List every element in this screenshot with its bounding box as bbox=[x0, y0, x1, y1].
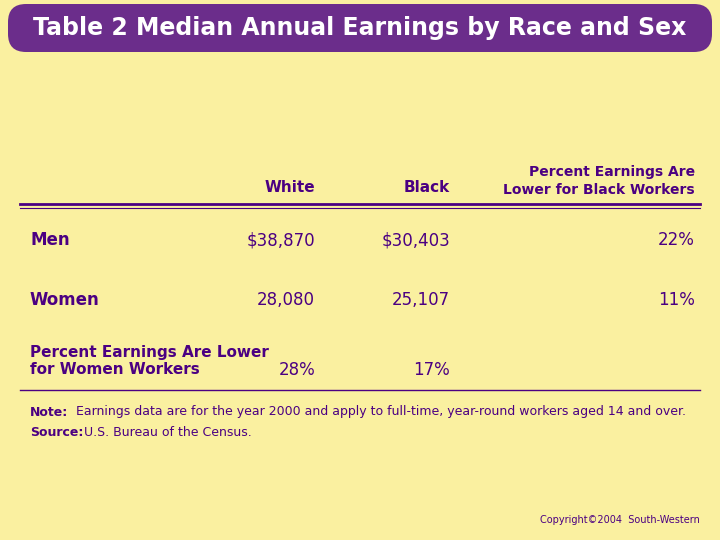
Text: 11%: 11% bbox=[658, 291, 695, 309]
Text: 28%: 28% bbox=[278, 361, 315, 379]
Text: Note:: Note: bbox=[30, 406, 68, 419]
Text: Earnings data are for the year 2000 and apply to full-time, year-round workers a: Earnings data are for the year 2000 and … bbox=[72, 406, 686, 419]
Text: Table 2 Median Annual Earnings by Race and Sex: Table 2 Median Annual Earnings by Race a… bbox=[33, 16, 687, 40]
Text: 25,107: 25,107 bbox=[392, 291, 450, 309]
Text: 28,080: 28,080 bbox=[257, 291, 315, 309]
Text: U.S. Bureau of the Census.: U.S. Bureau of the Census. bbox=[80, 426, 252, 438]
Text: Black: Black bbox=[404, 180, 450, 195]
Text: for Women Workers: for Women Workers bbox=[30, 362, 199, 377]
Text: Percent Earnings Are: Percent Earnings Are bbox=[529, 165, 695, 179]
Text: Men: Men bbox=[30, 231, 70, 249]
Text: Women: Women bbox=[30, 291, 100, 309]
Text: Percent Earnings Are Lower: Percent Earnings Are Lower bbox=[30, 345, 269, 360]
Text: 17%: 17% bbox=[413, 361, 450, 379]
FancyBboxPatch shape bbox=[8, 4, 712, 52]
Text: Source:: Source: bbox=[30, 426, 84, 438]
Text: 22%: 22% bbox=[658, 231, 695, 249]
Text: White: White bbox=[264, 180, 315, 195]
Text: $38,870: $38,870 bbox=[246, 231, 315, 249]
Text: $30,403: $30,403 bbox=[382, 231, 450, 249]
Text: Lower for Black Workers: Lower for Black Workers bbox=[503, 183, 695, 197]
Text: Copyright©2004  South-Western: Copyright©2004 South-Western bbox=[540, 515, 700, 525]
